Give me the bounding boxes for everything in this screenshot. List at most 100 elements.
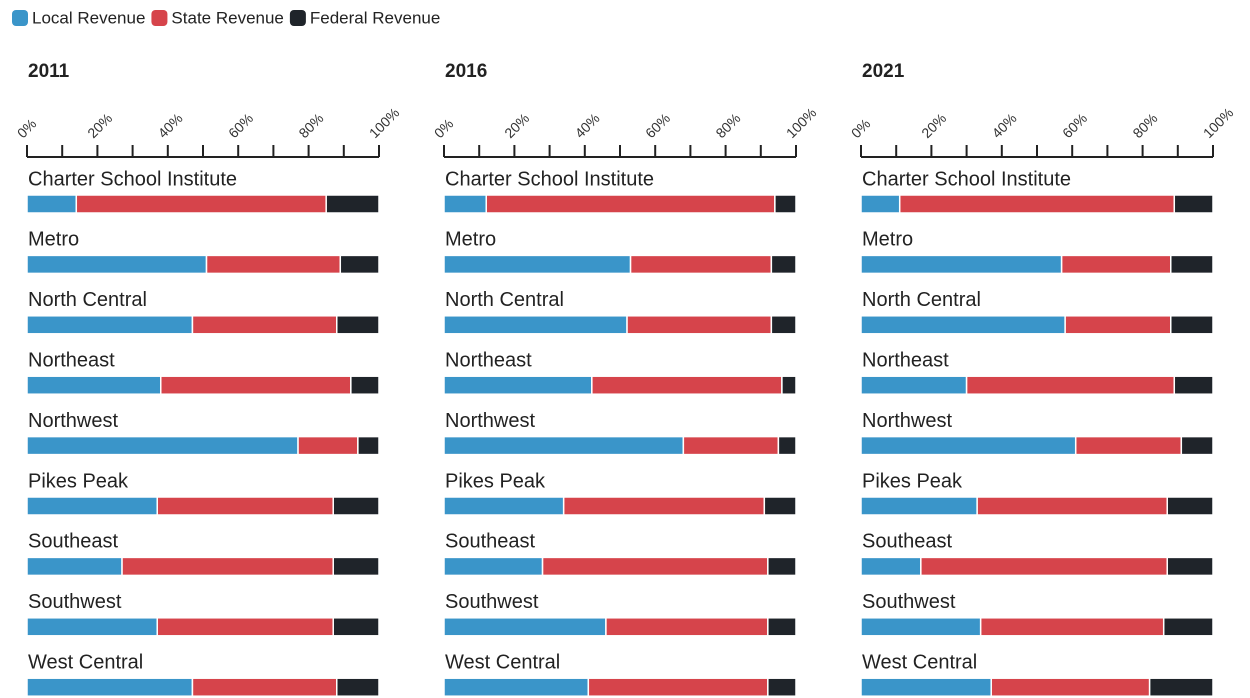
bar-segment (156, 496, 334, 516)
bar-segment (605, 617, 769, 637)
panel-title: 2011 (28, 61, 70, 82)
bar-segment (1064, 315, 1172, 335)
x-tick-label: 0% (431, 115, 457, 141)
category-label: Metro (862, 229, 913, 251)
panel-title: 2021 (862, 61, 905, 82)
bar-segment (121, 556, 334, 577)
category-label: Northeast (862, 349, 949, 371)
x-tick-label: 0% (848, 115, 874, 141)
category-label: Charter School Institute (862, 168, 1071, 190)
bar-segment (860, 496, 978, 516)
bar-segment (332, 556, 380, 577)
bar-segment (979, 617, 1165, 637)
bar-segment (26, 254, 208, 275)
legend-label: Local Revenue (32, 8, 145, 27)
bar-segment (562, 496, 766, 516)
x-tick-label: 100% (366, 104, 403, 141)
bar-segment (75, 194, 327, 214)
category-label: Southwest (28, 591, 122, 613)
bar-segment (781, 375, 797, 395)
category-label: Southeast (862, 531, 953, 553)
bar-segment (763, 496, 797, 516)
bar-segment (336, 315, 380, 335)
bar-segment (160, 375, 352, 395)
bar-segment (26, 496, 158, 516)
category-label: Northwest (445, 410, 535, 432)
bar-segment (332, 617, 380, 637)
category-label: Northwest (28, 410, 118, 432)
x-tick-label: 60% (1059, 110, 1090, 141)
category-label: West Central (445, 651, 560, 673)
x-tick-label: 60% (642, 110, 673, 141)
x-tick-label: 20% (501, 110, 532, 141)
bar-segment (350, 375, 380, 395)
bar-segment (26, 617, 158, 637)
bar-segment (860, 435, 1077, 456)
bar-segment (541, 556, 769, 577)
category-label: North Central (445, 289, 564, 311)
bar-segment (1170, 315, 1214, 335)
bar-segment (770, 315, 797, 335)
bar-segment (26, 375, 162, 395)
bar-segment (976, 496, 1168, 516)
bar-segment (156, 617, 334, 637)
category-label: Northeast (445, 349, 532, 371)
legend-swatch (12, 10, 28, 26)
bar-segment (26, 315, 194, 335)
bar-segment (860, 617, 982, 637)
x-tick-label: 80% (1129, 110, 1160, 141)
legend-swatch (289, 10, 306, 26)
category-label: Northwest (862, 410, 952, 432)
bar-segment (1173, 375, 1214, 395)
x-tick-label: 80% (295, 110, 326, 141)
bar-segment (920, 556, 1168, 577)
x-tick-label: 40% (572, 110, 603, 141)
category-label: Southwest (862, 591, 956, 613)
bar-segment (443, 677, 590, 697)
x-tick-label: 0% (14, 115, 40, 141)
bar-segment (1060, 254, 1172, 275)
bar-segment (443, 375, 593, 395)
category-label: Southwest (445, 591, 539, 613)
bar-segment (770, 254, 797, 275)
bar-segment (1173, 194, 1214, 214)
category-label: Pikes Peak (28, 470, 129, 492)
bar-segment (990, 677, 1151, 697)
bar-segment (860, 194, 901, 214)
category-label: Southeast (445, 531, 536, 553)
bar-segment (26, 677, 194, 697)
x-tick-label: 40% (155, 110, 186, 141)
bar-segment (191, 677, 338, 697)
bar-segment (26, 435, 299, 456)
bar-segment (325, 194, 380, 214)
bar-segment (860, 375, 968, 395)
category-label: Northeast (28, 349, 115, 371)
bar-segment (1162, 617, 1214, 637)
x-tick-label: 20% (84, 110, 115, 141)
bar-segment (443, 315, 628, 335)
category-label: North Central (862, 289, 981, 311)
bar-segment (205, 254, 342, 275)
category-label: Southeast (28, 531, 119, 553)
legend-swatch (151, 10, 168, 26)
bar-segment (860, 677, 992, 697)
bar-segment (860, 254, 1063, 275)
bar-segment (591, 375, 783, 395)
bar-segment (767, 556, 797, 577)
x-tick-label: 60% (225, 110, 256, 141)
x-tick-label: 80% (712, 110, 743, 141)
legend-label: State Revenue (171, 8, 283, 27)
bar-segment (443, 617, 607, 637)
bar-segment (26, 194, 78, 214)
legend-label: Federal Revenue (310, 8, 440, 27)
bar-segment (1170, 254, 1214, 275)
x-tick-label: 100% (783, 104, 820, 141)
category-label: Pikes Peak (445, 470, 546, 492)
bar-segment (443, 254, 632, 275)
bar-segment (767, 617, 797, 637)
category-label: Pikes Peak (862, 470, 963, 492)
category-label: West Central (862, 651, 977, 673)
bar-segment (26, 556, 123, 577)
bar-segment (1166, 496, 1214, 516)
category-label: Charter School Institute (28, 168, 237, 190)
